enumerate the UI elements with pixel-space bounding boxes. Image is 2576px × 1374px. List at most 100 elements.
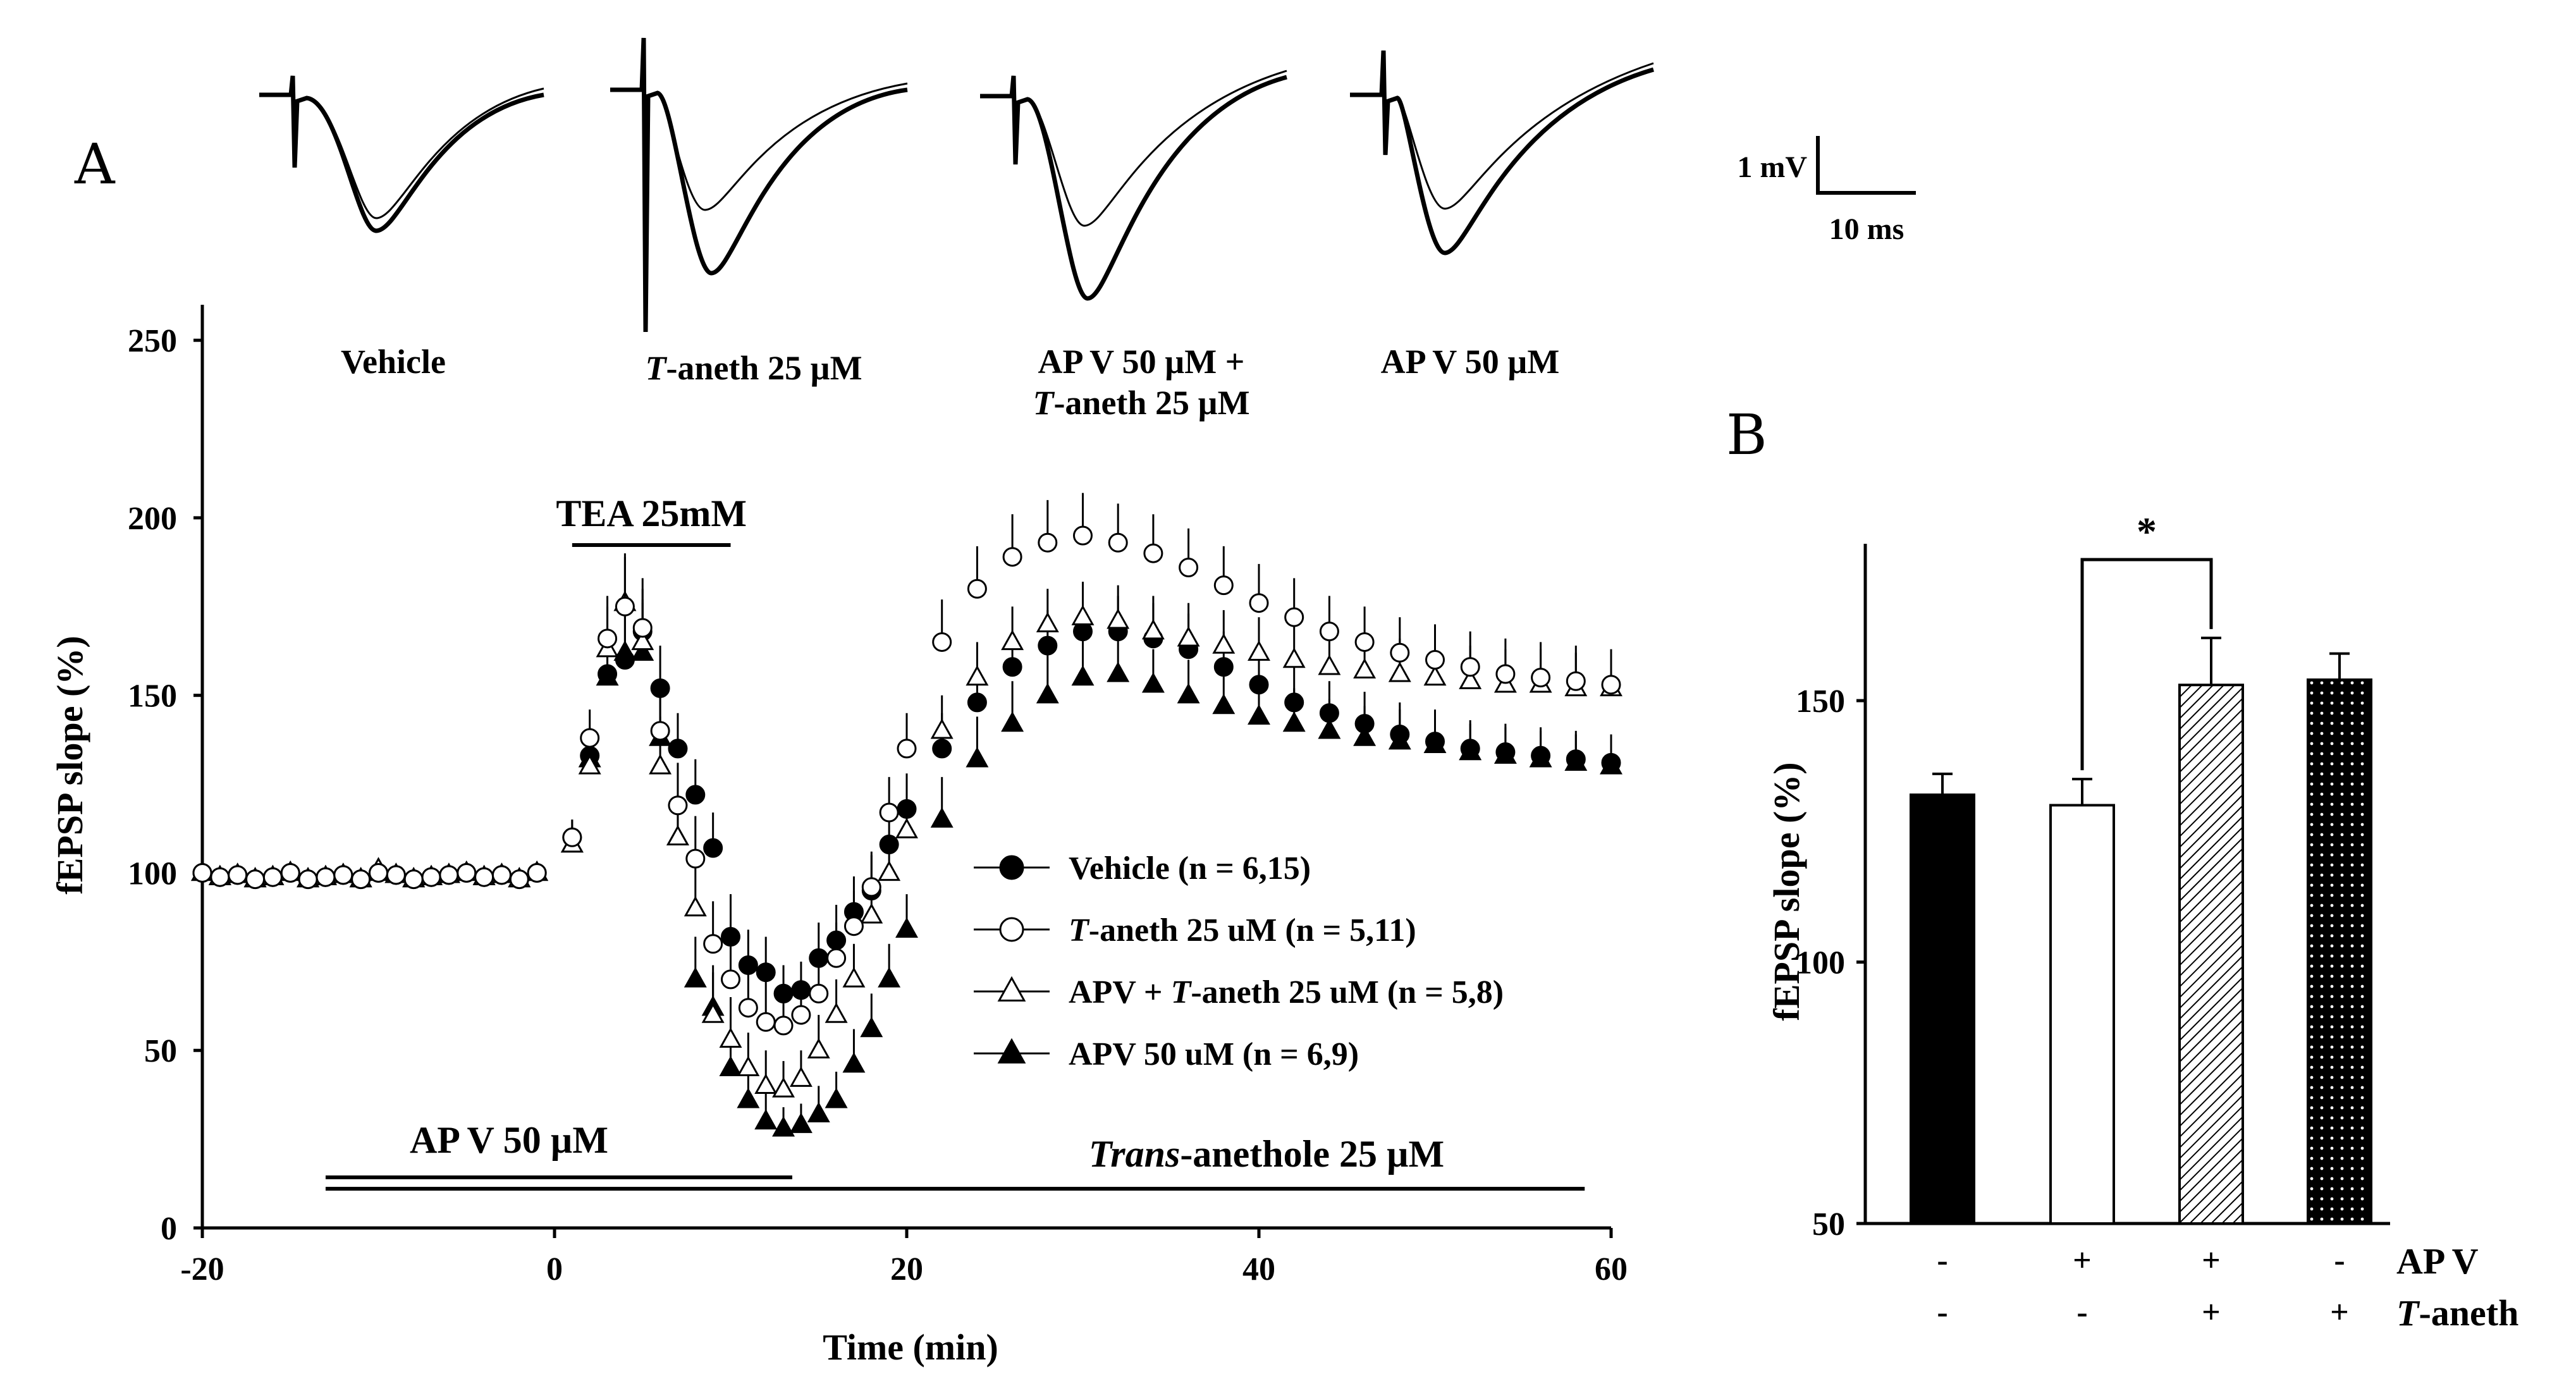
data-point bbox=[895, 818, 918, 838]
data-point bbox=[351, 869, 371, 890]
data-point bbox=[756, 962, 776, 983]
condition-symbol: + bbox=[2330, 1294, 2349, 1330]
data-point bbox=[1177, 626, 1200, 647]
trace-label-apv: AP V 50 µM bbox=[1381, 343, 1560, 381]
data-point bbox=[772, 1077, 795, 1098]
data-point bbox=[1531, 668, 1551, 688]
data-point bbox=[1071, 665, 1095, 686]
significance-bracket bbox=[2080, 558, 2213, 771]
data-point bbox=[967, 692, 987, 713]
legend-label-vehicle: Vehicle (n = 6,15) bbox=[1069, 850, 1311, 886]
data-point bbox=[1566, 671, 1586, 691]
data-point bbox=[1002, 657, 1022, 677]
annotation-trans-anethole: Trans-anethole 25 µM bbox=[1089, 1133, 1444, 1175]
y-tick-label: 200 bbox=[128, 501, 177, 537]
data-point bbox=[807, 1101, 830, 1122]
y-tick-label: 50 bbox=[1812, 1206, 1845, 1242]
trace-0 bbox=[259, 75, 544, 233]
bar-0 bbox=[1910, 793, 1975, 1225]
scale-bar: 1 mV 10 ms bbox=[1737, 136, 1916, 246]
data-point bbox=[457, 862, 477, 883]
data-point bbox=[1001, 629, 1024, 651]
scale-bar-time: 10 ms bbox=[1829, 212, 1904, 246]
data-point bbox=[1601, 675, 1621, 695]
data-point bbox=[930, 718, 954, 739]
data-point bbox=[1036, 683, 1059, 704]
data-point bbox=[1459, 739, 1482, 761]
data-point bbox=[1107, 608, 1130, 629]
data-point bbox=[632, 618, 653, 638]
data-point bbox=[1071, 604, 1095, 625]
data-point bbox=[1001, 711, 1024, 732]
data-point bbox=[861, 877, 881, 897]
data-point bbox=[1141, 619, 1165, 640]
chart-b-condition-table: AP V T-aneth - + + - - - + + bbox=[1937, 1241, 2518, 1334]
trace-1 bbox=[610, 37, 908, 333]
legend-marker bbox=[999, 855, 1024, 880]
x-tick-label: 0 bbox=[546, 1251, 563, 1287]
data-point bbox=[1282, 647, 1306, 668]
data-point bbox=[1319, 622, 1339, 642]
condition-symbol: + bbox=[2202, 1294, 2221, 1330]
data-point bbox=[631, 640, 654, 661]
series-2 bbox=[191, 553, 1622, 1098]
data-point bbox=[684, 896, 707, 917]
data-point bbox=[703, 934, 723, 954]
series-1 bbox=[192, 493, 1621, 1036]
data-point bbox=[1002, 547, 1022, 567]
bar-2 bbox=[2178, 684, 2244, 1225]
legend-label-apv-t-aneth: APV + T-aneth 25 uM (n = 5,8) bbox=[1069, 974, 1504, 1010]
data-point bbox=[789, 1066, 813, 1087]
data-point bbox=[879, 802, 899, 823]
series-3 bbox=[191, 603, 1622, 1137]
condition-symbol: + bbox=[2202, 1242, 2221, 1279]
data-point bbox=[789, 1112, 813, 1133]
significance-star: * bbox=[2137, 509, 2157, 554]
trace-thick bbox=[980, 75, 1287, 301]
data-point bbox=[631, 629, 654, 651]
data-point bbox=[228, 865, 248, 885]
data-point bbox=[825, 1088, 848, 1108]
bar-1 bbox=[2049, 804, 2115, 1225]
trace-labels: Vehicle T-aneth 25 µM AP V 50 µM + T-ane… bbox=[341, 343, 1559, 422]
trace-thick bbox=[1350, 50, 1654, 255]
legend-marker bbox=[999, 917, 1024, 942]
data-point bbox=[403, 869, 424, 890]
data-point bbox=[1318, 654, 1341, 675]
data-point bbox=[210, 867, 230, 887]
data-point bbox=[491, 865, 512, 885]
panel-a-label: A bbox=[74, 132, 116, 197]
row-label-t-aneth: T-aneth bbox=[2396, 1292, 2518, 1334]
data-point bbox=[386, 865, 406, 885]
chart-b-bars bbox=[1910, 636, 2372, 1225]
data-point bbox=[701, 1002, 725, 1023]
data-point bbox=[967, 579, 987, 599]
data-point bbox=[650, 721, 670, 741]
data-point bbox=[298, 869, 318, 890]
data-point bbox=[1248, 640, 1270, 661]
data-point bbox=[932, 632, 952, 652]
y-tick-label: 50 bbox=[144, 1033, 177, 1069]
data-point bbox=[719, 1027, 742, 1048]
legend-label-t-aneth: T-aneth 25 uM (n = 5,11) bbox=[1069, 912, 1416, 948]
trace-thin bbox=[1350, 50, 1654, 210]
chart-a-x-label: Time (min) bbox=[823, 1327, 998, 1368]
data-point bbox=[754, 1073, 778, 1095]
chart-a-legend: Vehicle (n = 6,15) T-aneth 25 uM (n = 5,… bbox=[974, 850, 1504, 1072]
bar-3 bbox=[2307, 678, 2372, 1225]
data-point bbox=[966, 665, 989, 686]
trace-3 bbox=[1350, 50, 1654, 255]
x-tick-label: 60 bbox=[1595, 1251, 1628, 1287]
data-point bbox=[439, 865, 459, 885]
trace-thin bbox=[259, 75, 544, 219]
data-point bbox=[1143, 543, 1163, 563]
data-point bbox=[1423, 732, 1447, 753]
data-point bbox=[685, 785, 706, 805]
chart-b-significance: * bbox=[2080, 509, 2213, 771]
data-point bbox=[809, 983, 829, 1003]
data-point bbox=[825, 1002, 848, 1023]
data-point bbox=[791, 1005, 811, 1025]
data-point bbox=[668, 739, 688, 759]
data-point bbox=[596, 665, 619, 686]
